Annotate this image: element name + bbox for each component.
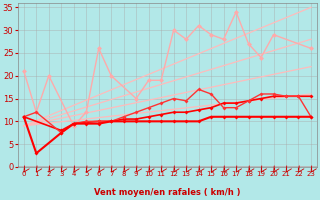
X-axis label: Vent moyen/en rafales ( km/h ): Vent moyen/en rafales ( km/h ) <box>94 188 241 197</box>
